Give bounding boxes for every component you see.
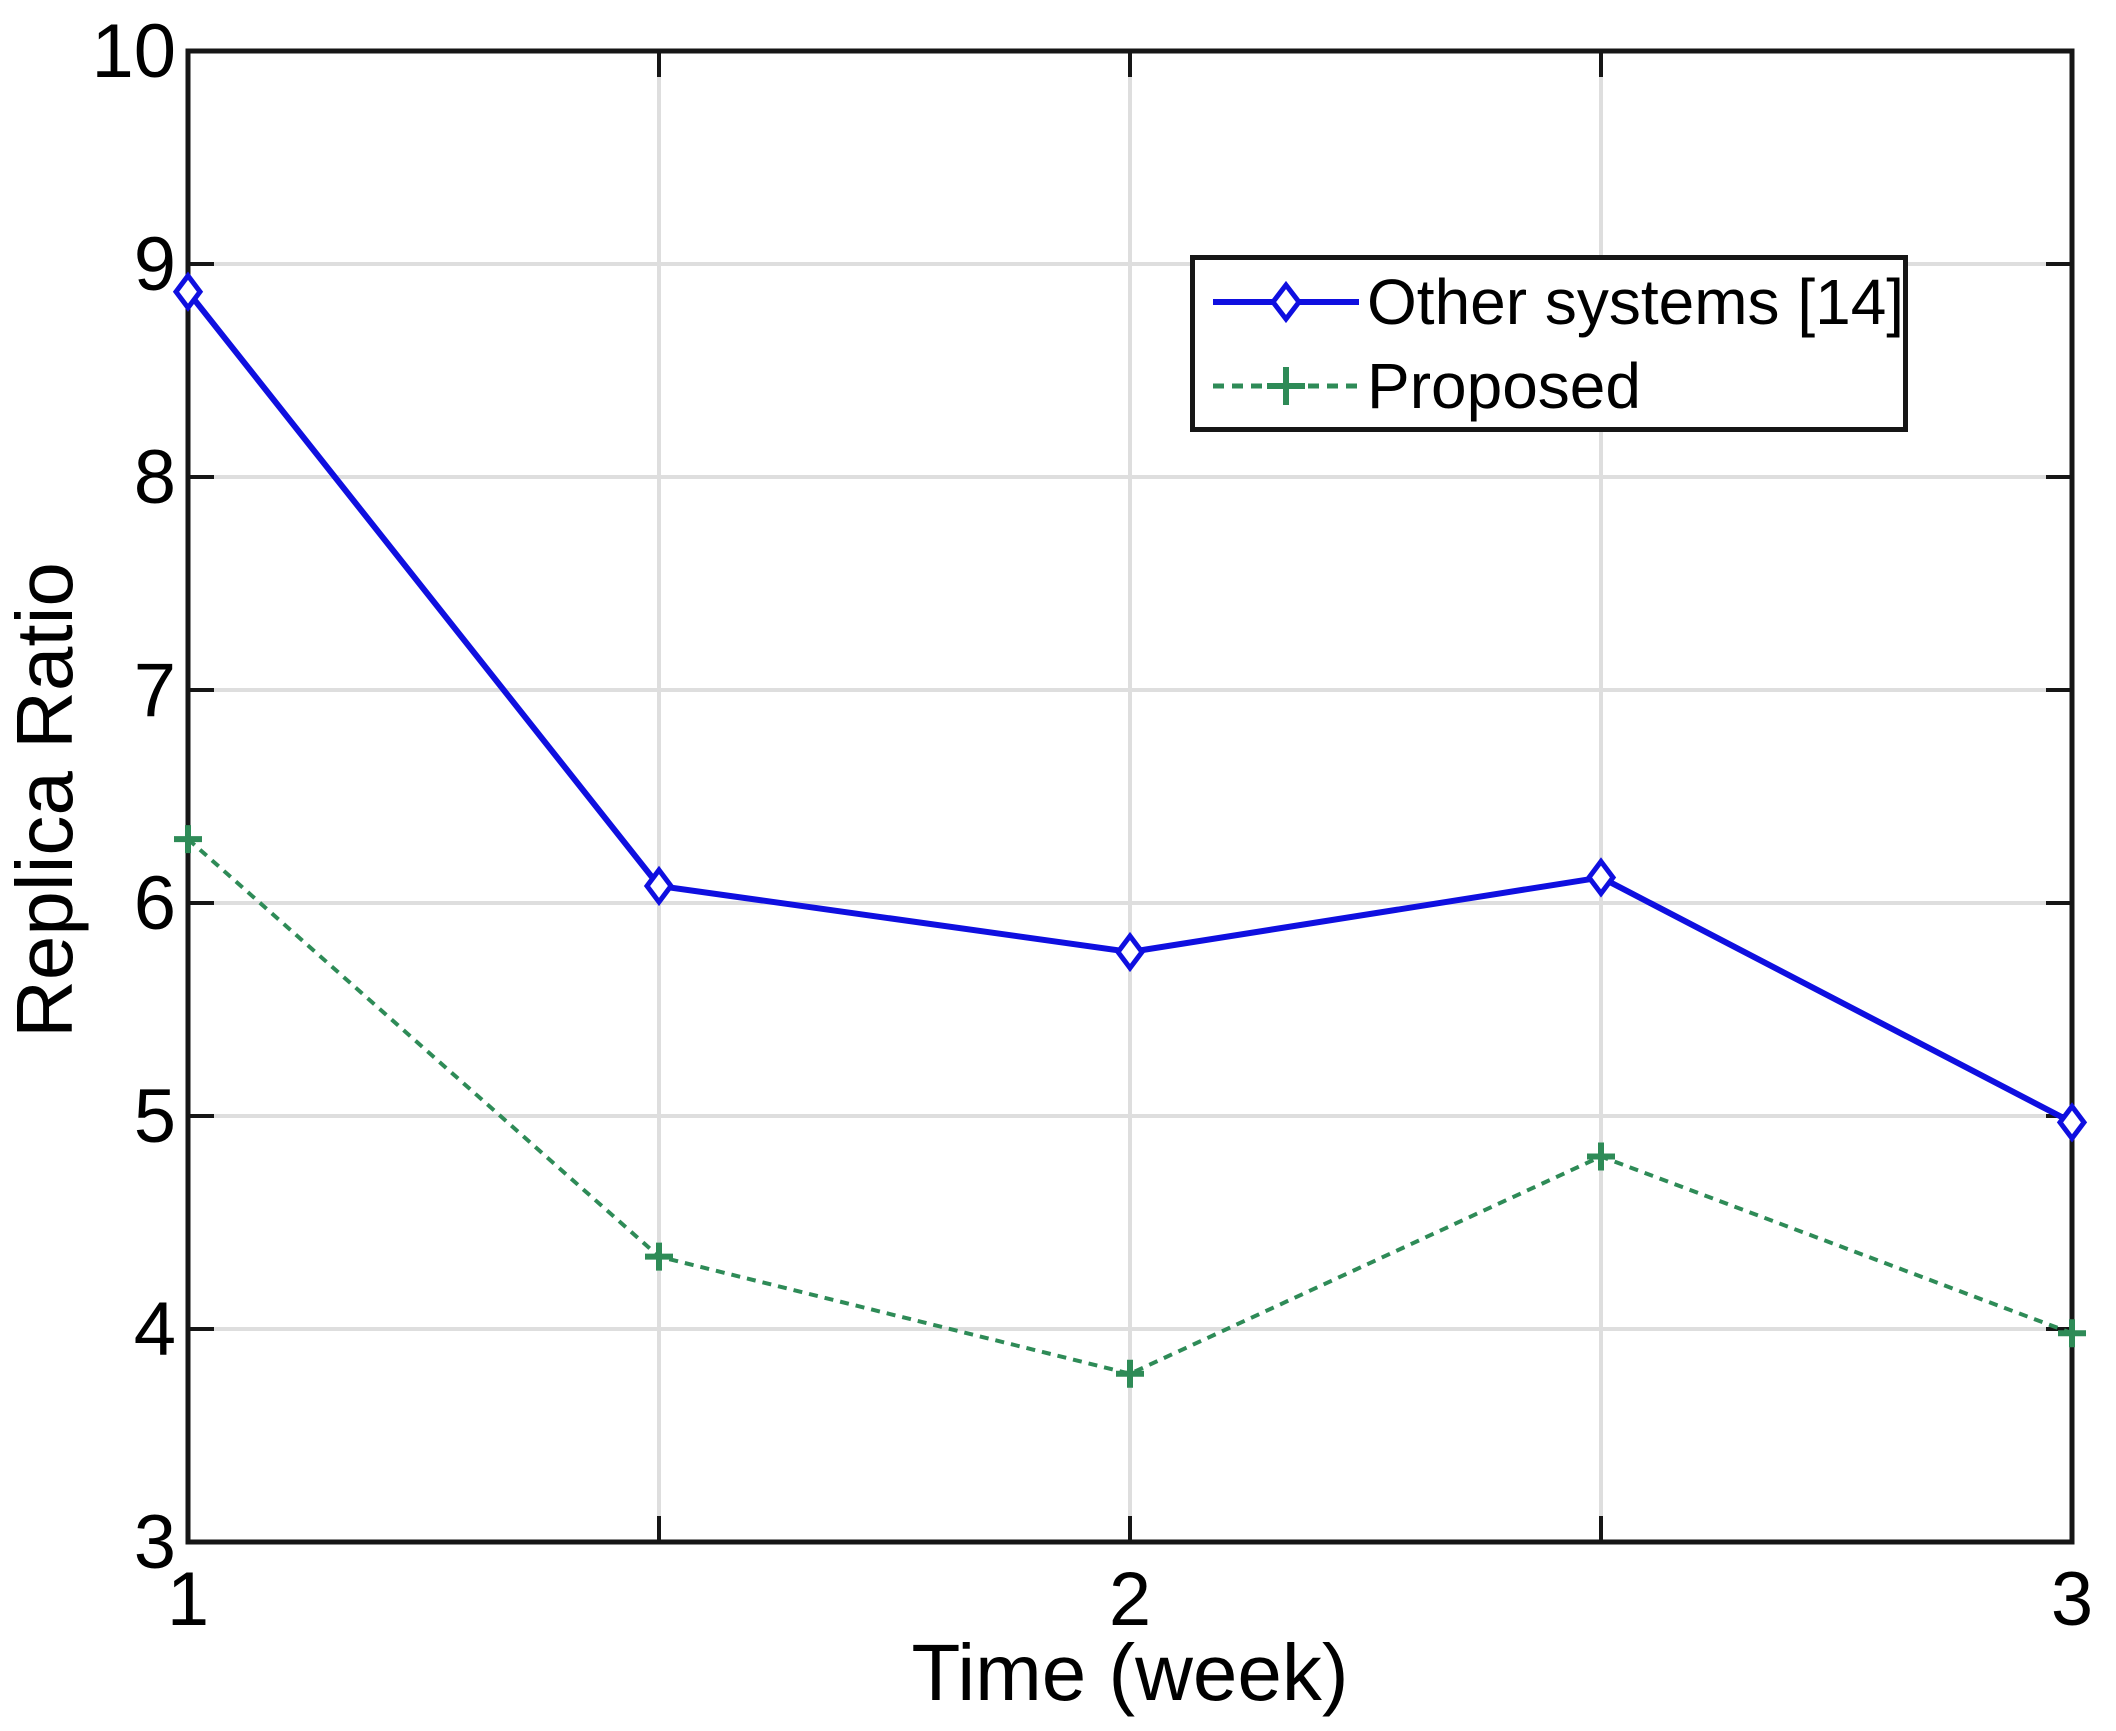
legend-item-proposed: Proposed xyxy=(1211,347,1903,425)
diamond-marker-icon xyxy=(172,271,204,312)
diamond-marker-icon xyxy=(1269,280,1303,323)
legend: Other systems [14] Proposed xyxy=(1190,255,1908,432)
y-tick-label: 4 xyxy=(134,1287,176,1372)
y-tick-label: 8 xyxy=(134,435,176,520)
y-tick-label: 6 xyxy=(134,861,176,946)
x-tick-label: 1 xyxy=(167,1557,209,1642)
diamond-marker-icon xyxy=(1585,857,1617,898)
legend-swatch-other-systems xyxy=(1213,280,1359,323)
y-tick-label: 7 xyxy=(134,648,176,733)
x-tick-label: 3 xyxy=(2051,1557,2093,1642)
x-tick-label: 2 xyxy=(1109,1557,1151,1642)
x-axis-label: Time (week) xyxy=(911,1628,1348,1717)
y-axis-label: Replica Ratio xyxy=(0,562,89,1038)
diamond-marker-icon xyxy=(1114,931,1146,973)
plus-marker-icon xyxy=(645,1242,673,1271)
diamond-marker-icon xyxy=(643,865,675,907)
legend-label-other-systems: Other systems [14] xyxy=(1367,265,1905,338)
y-tick-label: 9 xyxy=(134,222,176,307)
legend-label-proposed: Proposed xyxy=(1367,349,1641,422)
plus-marker-icon xyxy=(1267,366,1305,405)
series-line-proposed xyxy=(186,837,2073,1376)
plus-marker-icon xyxy=(2058,1319,2086,1348)
y-tick-label: 5 xyxy=(134,1074,176,1159)
plus-marker-icon xyxy=(1116,1359,1144,1388)
plus-marker-icon xyxy=(174,825,202,854)
legend-item-other-systems: Other systems [14] xyxy=(1211,263,1905,341)
plot-border xyxy=(185,48,2075,1545)
legend-swatch-proposed xyxy=(1213,366,1359,405)
plus-marker-icon xyxy=(1587,1142,1615,1171)
y-tick-label: 3 xyxy=(134,1500,176,1585)
diamond-marker-icon xyxy=(2056,1102,2088,1143)
y-tick-label: 10 xyxy=(91,9,176,94)
